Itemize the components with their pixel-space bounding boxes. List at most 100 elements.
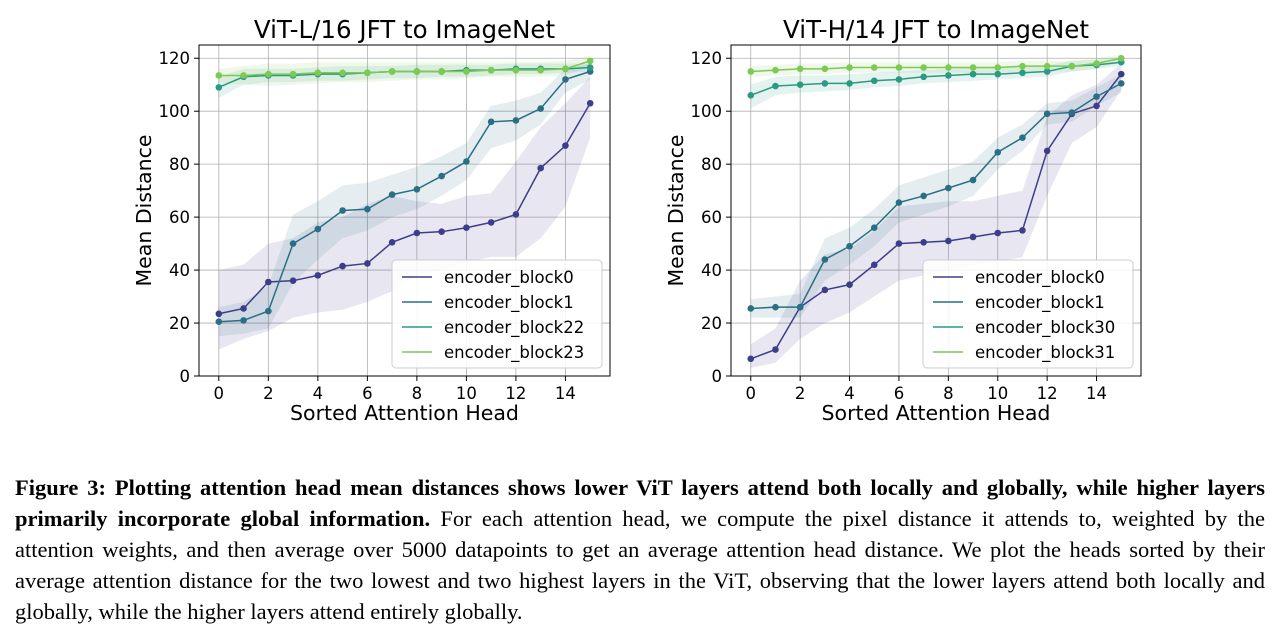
data-point <box>1117 54 1125 62</box>
data-point <box>846 242 853 250</box>
data-point <box>1043 147 1051 155</box>
data-point <box>1019 69 1026 77</box>
legend-box <box>922 259 1134 369</box>
data-point <box>920 73 927 81</box>
data-point <box>1019 62 1026 70</box>
data-point <box>772 66 779 74</box>
data-point <box>846 64 853 71</box>
series-line-1 <box>750 82 1122 310</box>
legend-label: encoder_block0 <box>444 268 574 288</box>
data-point <box>870 224 878 232</box>
data-point <box>215 72 223 79</box>
caption-text: For each attention head, we compute the … <box>15 506 1265 624</box>
x-tick-label: 12 <box>505 384 526 403</box>
data-point <box>512 211 520 218</box>
x-tick-label: 10 <box>456 384 477 403</box>
x-tick-label: 6 <box>894 384 905 403</box>
data-point <box>945 237 952 245</box>
data-point <box>969 233 977 241</box>
data-point <box>1043 110 1051 118</box>
data-point <box>747 305 755 312</box>
x-tick-label: 4 <box>844 384 855 403</box>
data-point <box>1068 109 1076 116</box>
data-point <box>1117 70 1125 78</box>
data-point <box>747 68 755 75</box>
x-tick-label: 8 <box>412 384 423 403</box>
data-point <box>314 272 322 279</box>
data-point <box>1043 62 1051 70</box>
legend: encoder_block0 encoder_block1 encoder_bloc… <box>391 259 603 369</box>
data-point <box>772 303 779 311</box>
data-point <box>1019 227 1026 234</box>
series-line-1 <box>218 70 591 323</box>
data-point <box>796 303 804 311</box>
data-point <box>537 164 544 172</box>
x-tick-label: 14 <box>1086 384 1107 403</box>
data-point <box>487 66 495 74</box>
series-line-3 <box>750 57 1122 73</box>
data-point <box>895 76 903 83</box>
y-tick-label: 60 <box>169 208 190 227</box>
data-point <box>289 240 297 247</box>
data-point <box>562 65 569 73</box>
legend-box <box>391 259 603 369</box>
data-point <box>895 64 903 71</box>
data-point <box>796 81 804 89</box>
data-point <box>215 318 223 326</box>
x-tick-label: 2 <box>263 384 274 403</box>
data-point <box>289 277 297 284</box>
data-point <box>969 64 977 71</box>
data-point <box>388 191 396 198</box>
data-point <box>821 286 829 294</box>
figure-caption: Figure 3: Plotting attention head mean d… <box>15 472 1265 627</box>
data-point <box>586 64 594 71</box>
x-axis-label: Sorted Attention Head <box>290 401 519 425</box>
data-point <box>438 68 445 75</box>
data-point <box>438 172 445 180</box>
y-axis-label: Mean Distance <box>664 134 688 286</box>
data-point <box>747 92 755 99</box>
data-point <box>537 66 544 74</box>
data-point <box>821 80 829 87</box>
data-point <box>339 262 346 270</box>
data-point <box>537 105 544 112</box>
caption-bold: Plotting attention head mean distances s… <box>15 475 1265 531</box>
y-tick-label: 0 <box>180 367 191 386</box>
data-point <box>314 69 322 77</box>
data-point <box>240 72 247 79</box>
data-point <box>1117 80 1125 87</box>
plot-frame <box>198 44 611 377</box>
x-tick-label: 0 <box>214 384 225 403</box>
data-point <box>512 117 520 124</box>
data-point <box>1068 62 1076 70</box>
legend-label: encoder_block30 <box>975 318 1115 338</box>
x-tick-label: 6 <box>362 384 373 403</box>
data-point <box>413 186 421 193</box>
legend-label: encoder_block1 <box>444 293 574 313</box>
data-point <box>895 240 903 247</box>
data-point <box>388 238 396 246</box>
data-point <box>747 355 755 363</box>
data-point <box>870 261 878 269</box>
x-tick-label: 0 <box>746 384 757 403</box>
chart-panel-0: 0 2 4 6 8 10 12 14 0 20 40 60 80 100 120 ViT-L/16 JFT t… <box>132 15 611 425</box>
legend-label: encoder_block31 <box>975 343 1115 363</box>
data-point <box>339 69 346 77</box>
data-point <box>821 65 829 73</box>
data-point <box>265 278 272 286</box>
data-point <box>364 205 371 213</box>
data-point <box>265 307 272 315</box>
x-axis-label: Sorted Attention Head <box>822 401 1051 425</box>
data-point <box>772 346 779 353</box>
data-point <box>994 229 1002 237</box>
data-point <box>945 184 952 192</box>
data-point <box>994 64 1002 71</box>
legend-label: encoder_block1 <box>975 293 1105 313</box>
chart-panel-1: 0 2 4 6 8 10 12 14 0 20 40 60 80 100 120 ViT-H/14 JFT t… <box>664 15 1142 425</box>
data-point <box>463 224 470 232</box>
data-point <box>562 76 569 83</box>
x-tick-label: 14 <box>555 384 576 403</box>
data-point <box>215 310 223 318</box>
data-point <box>945 64 952 71</box>
